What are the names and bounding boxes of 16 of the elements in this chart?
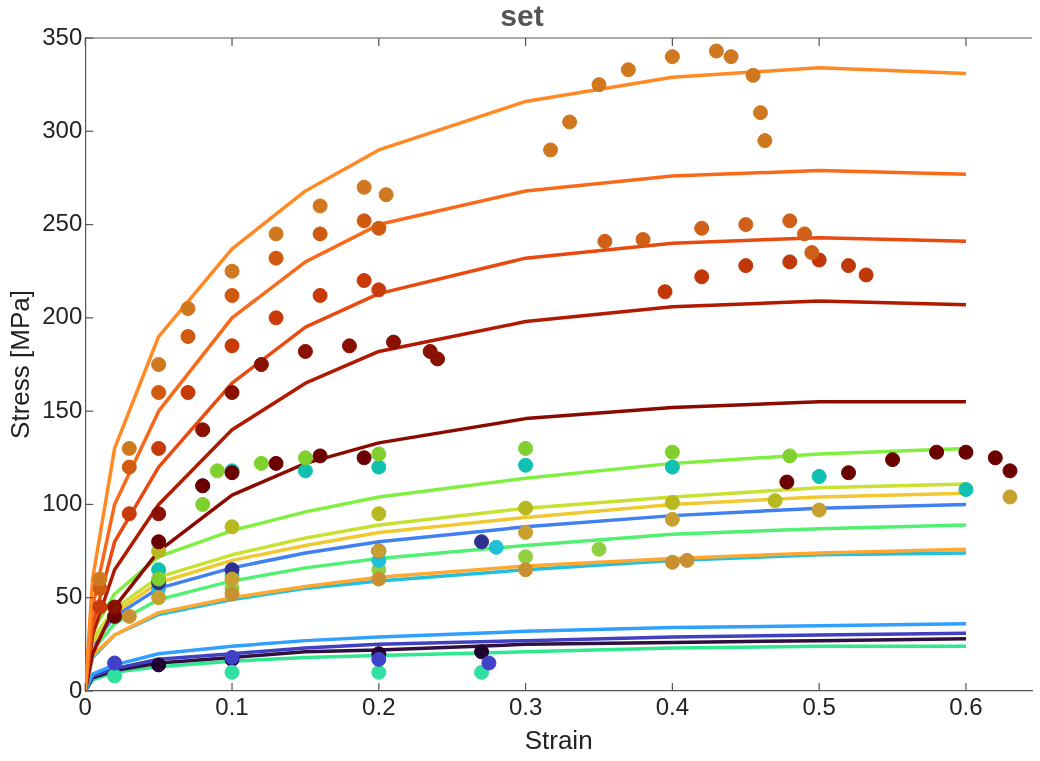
x-tick-label: 0.2 <box>362 693 396 721</box>
y-tick-label: 200 <box>42 302 83 330</box>
x-tick-label: 0.3 <box>508 693 543 721</box>
x-axis-title: Strain <box>524 724 593 755</box>
chart-title: set <box>500 0 544 33</box>
y-tick-label: 300 <box>42 115 83 143</box>
x-tick-label: 0.1 <box>215 693 249 721</box>
x-tick-label: 0.4 <box>655 693 690 721</box>
y-tick-label: 350 <box>42 22 83 50</box>
y-tick-label: 150 <box>42 395 83 423</box>
x-tick-label: 0.5 <box>802 693 836 721</box>
y-tick-label: 250 <box>42 209 83 237</box>
x-tick-label: 0.6 <box>949 693 983 721</box>
y-tick-label: 50 <box>55 582 83 610</box>
y-tick-label: 100 <box>42 489 83 517</box>
y-axis-title: Stress [MPa] <box>4 290 35 439</box>
